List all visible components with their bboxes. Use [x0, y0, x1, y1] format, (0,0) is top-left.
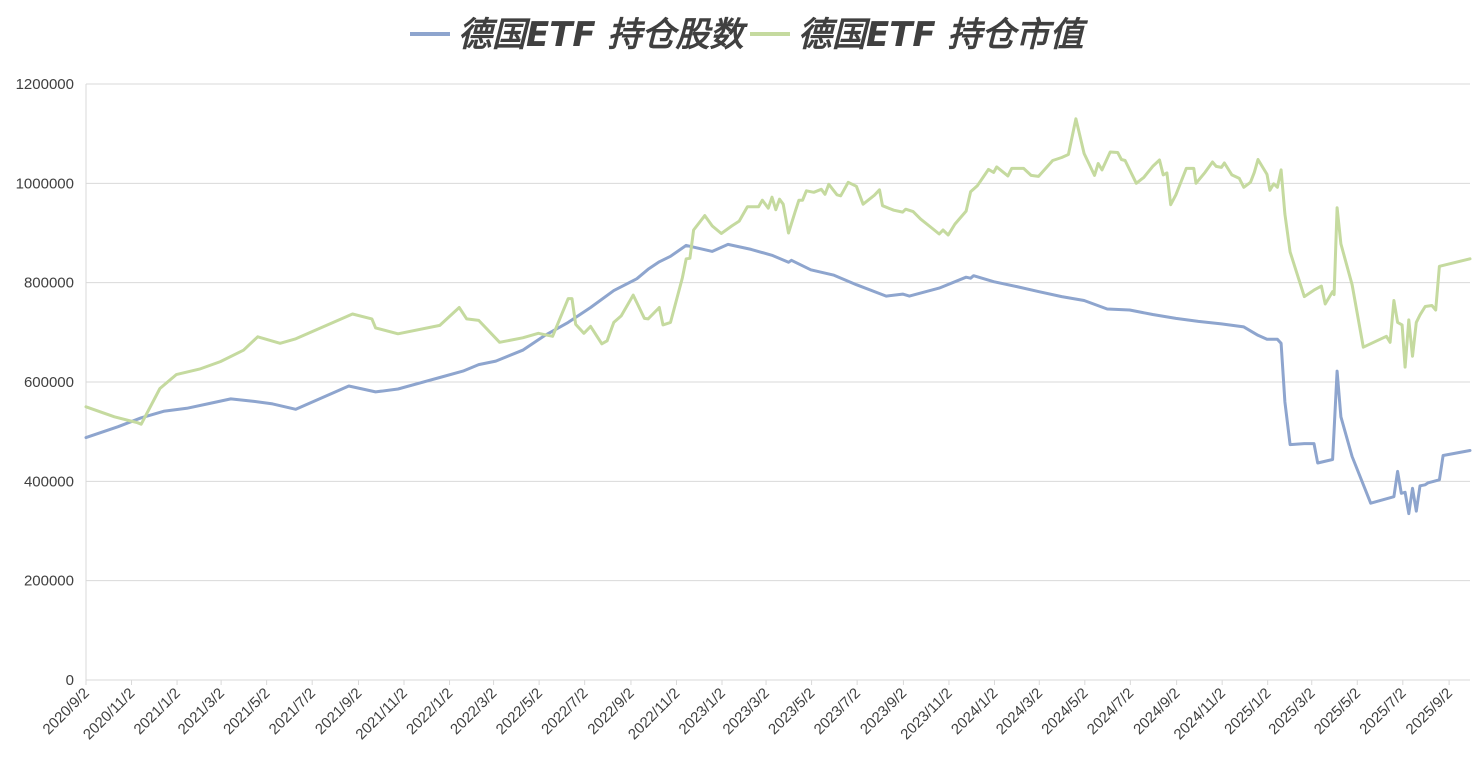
y-tick-label-600000: 600000: [24, 374, 74, 391]
x-tick-label-2024/7/2: 2024/7/2: [1084, 685, 1137, 738]
axes: [85, 84, 1470, 681]
x-tick-label-2024/1/2: 2024/1/2: [948, 685, 1001, 738]
y-tick-label-200000: 200000: [24, 573, 74, 590]
y-tick-label-800000: 800000: [24, 275, 74, 292]
x-tick-label-2025/9/2: 2025/9/2: [1403, 685, 1456, 738]
x-tick-label-2022/3/2: 2022/3/2: [447, 685, 500, 738]
gridlines: [86, 83, 1470, 582]
x-tick-label-2023/7/2: 2023/7/2: [811, 685, 864, 738]
x-axis-ticks: 2020/9/22020/11/22021/1/22021/3/22021/5/…: [40, 680, 1456, 743]
legend-label-shares: 德国ETF 持仓股数: [458, 15, 748, 55]
y-tick-label-400000: 400000: [24, 473, 74, 490]
x-tick-label-2023/3/2: 2023/3/2: [720, 685, 773, 738]
y-axis-ticks: 0 200000 400000 600000 800000 1000000 1200000: [16, 76, 74, 689]
series-line-0: [84, 242, 1472, 516]
x-tick-label-2022/5/2: 2022/5/2: [493, 685, 546, 738]
x-tick-label-2025/7/2: 2025/7/2: [1356, 685, 1409, 738]
x-tick-label-2021/3/2: 2021/3/2: [175, 685, 228, 738]
x-tick-label-2024/3/2: 2024/3/2: [993, 685, 1046, 738]
x-tick-label-2022/7/2: 2022/7/2: [538, 685, 591, 738]
y-tick-label-0: 0: [66, 672, 74, 689]
x-tick-label-2021/1/2: 2021/1/2: [131, 685, 184, 738]
x-tick-label-2023/1/2: 2023/1/2: [676, 685, 729, 738]
y-tick-label-1000000: 1000000: [16, 175, 74, 192]
x-tick-label-2022/1/2: 2022/1/2: [403, 685, 456, 738]
x-tick-label-2025/1/2: 2025/1/2: [1221, 685, 1274, 738]
x-tick-label-2023/5/2: 2023/5/2: [765, 685, 818, 738]
series-line-1: [84, 117, 1472, 426]
y-tick-label-1200000: 1200000: [16, 76, 74, 93]
x-tick-label-2025/5/2: 2025/5/2: [1311, 685, 1364, 738]
legend: 德国ETF 持仓股数 德国ETF 持仓市值: [410, 15, 1088, 55]
x-tick-label-2021/7/2: 2021/7/2: [266, 685, 319, 738]
x-tick-label-2021/5/2: 2021/5/2: [220, 685, 273, 738]
series-lines: [84, 117, 1472, 516]
x-tick-label-2025/3/2: 2025/3/2: [1265, 685, 1318, 738]
x-tick-label-2024/5/2: 2024/5/2: [1038, 685, 1091, 738]
legend-label-market-value: 德国ETF 持仓市值: [798, 15, 1088, 55]
